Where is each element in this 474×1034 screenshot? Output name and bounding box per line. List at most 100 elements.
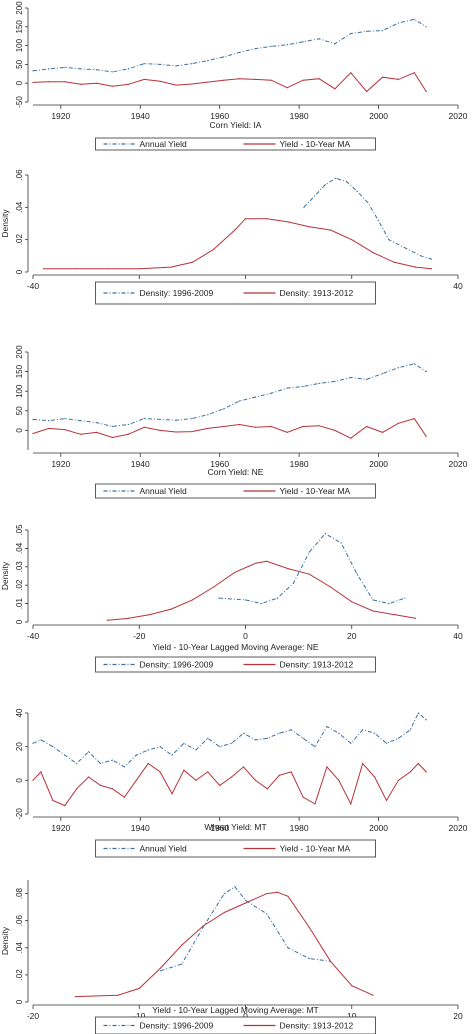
series-point: [278, 732, 280, 734]
series-point: [99, 784, 102, 786]
series-point: [230, 742, 233, 744]
series-point: [388, 603, 390, 605]
x-tick-label: 1960: [210, 823, 229, 833]
y-tick-label: 0: [15, 269, 24, 274]
series-point: [128, 617, 130, 619]
legend-label-a: Annual Yield: [140, 486, 188, 496]
series-point: [111, 788, 114, 790]
series-point: [377, 219, 379, 221]
series-point: [393, 614, 395, 616]
x-tick-label: 0: [243, 1011, 248, 1021]
series-point: [351, 239, 353, 241]
series-point: [32, 418, 34, 421]
series-point: [106, 268, 108, 270]
series-point: [238, 51, 241, 53]
series-point: [425, 771, 427, 773]
chart-panel-4: 0 .01 .02 .03 .04 .05 Density -40 -20 0 20 40 Yield …: [0, 524, 463, 673]
y-tick-label: .04: [15, 201, 24, 213]
x-axis: -20 -10 0 10 20 Yield - 10-Year Lagged Moving…: [27, 1004, 463, 1021]
x-tick-label: 40: [453, 281, 463, 291]
series-point: [80, 433, 82, 435]
series-point: [350, 376, 352, 379]
series-point: [191, 418, 193, 420]
series-point: [308, 926, 310, 929]
series-point: [367, 201, 369, 204]
legend-label-a: Density: 1996-2009: [140, 1021, 214, 1031]
x-tick-label: 1940: [131, 823, 150, 833]
series-point: [191, 63, 193, 65]
series-point: [290, 729, 292, 731]
legend: Annual Yield Yield - 10-Year MA: [95, 483, 376, 499]
x-tick-label: 1980: [290, 823, 309, 833]
x-axis-title: Yield - 10-Year Lagged Moving Average: M…: [152, 1005, 318, 1015]
series-point: [191, 83, 193, 85]
series-point: [381, 431, 384, 433]
series-point: [334, 380, 336, 382]
legend-label-b: Density: 1913-2012: [280, 288, 354, 298]
series-point: [308, 958, 310, 960]
series-line-b: [32, 418, 427, 439]
series-point: [147, 749, 149, 751]
series-point: [326, 725, 328, 728]
series-point: [147, 762, 149, 765]
series-line-a: [32, 18, 427, 73]
series-point: [413, 418, 415, 420]
series-point: [88, 776, 90, 778]
series-point: [334, 88, 336, 90]
series-point: [138, 987, 140, 990]
y-tick-label: .06: [15, 169, 24, 181]
series-point: [111, 425, 114, 428]
y-tick-label: 100: [15, 38, 24, 52]
x-tick-label: -40: [27, 631, 40, 641]
y-tick-label: .03: [15, 561, 24, 573]
chart-panel-6: 0 .02 .04 .06 .08 Density -20 -10 0 10 20 Yield - 1…: [0, 880, 463, 1034]
x-tick-label: 1940: [131, 459, 150, 469]
x-axis-title: Yield - 10-Year Lagged Moving Average: N…: [152, 642, 318, 652]
y-tick-label: 200: [15, 345, 24, 359]
series-point: [350, 742, 352, 744]
y-tick-label: 20: [15, 742, 24, 751]
legend-label-b: Yield - 10-Year MA: [280, 486, 351, 496]
y-tick-label: -50: [15, 96, 24, 108]
series-point: [123, 796, 125, 798]
series-point: [286, 87, 288, 89]
x-tick-label: 1920: [51, 459, 70, 469]
x-tick-label: 0: [243, 631, 248, 641]
legend: Annual Yield Yield - 10-Year MA: [95, 137, 376, 151]
series-point: [254, 779, 257, 781]
y-axis: 0 .02 .04 .06 .08 Density: [0, 880, 29, 1004]
x-tick-label: 2020: [449, 459, 468, 469]
series-point: [318, 38, 320, 40]
series-point: [351, 985, 353, 987]
series-point: [127, 433, 129, 435]
x-axis: 1920 1940 1960 1980 2000 2020 Wheat Yield: MT: [33, 816, 468, 833]
legend: Density: 1996-2009 Density: 1913-2012: [95, 281, 376, 305]
series-point: [329, 586, 332, 588]
y-tick-label: .01: [15, 597, 24, 609]
series-point: [425, 26, 427, 28]
series-point: [326, 766, 328, 768]
series-point: [276, 597, 278, 599]
x-axis: 1920 1940 1960 1980 2000 2020 Corn Yield: IA: [33, 104, 468, 130]
series-point: [338, 732, 340, 734]
x-axis: 1920 1940 1960 1980 2000 2020 Corn Yield: NE: [33, 452, 468, 477]
series-point: [287, 568, 289, 570]
series-point: [99, 762, 102, 765]
y-tick-label: 0: [15, 428, 24, 433]
legend-box: [95, 281, 376, 305]
legend-box: [95, 656, 376, 673]
legend: Annual Yield Yield - 10-Year MA: [95, 839, 376, 858]
series-point: [270, 79, 272, 81]
series-point: [254, 396, 257, 398]
series-point: [207, 771, 209, 773]
legend: Density: 1996-2009 Density: 1913-2012: [95, 1016, 376, 1034]
series-point: [266, 788, 268, 790]
series-point: [417, 762, 419, 765]
y-axis: 0 .02 .04 .06 Density: [0, 169, 29, 274]
series-point: [191, 599, 193, 601]
series-point: [149, 614, 151, 616]
series-point: [135, 779, 137, 781]
x-tick-label: 40: [453, 631, 463, 641]
series-line-a: [218, 533, 406, 605]
